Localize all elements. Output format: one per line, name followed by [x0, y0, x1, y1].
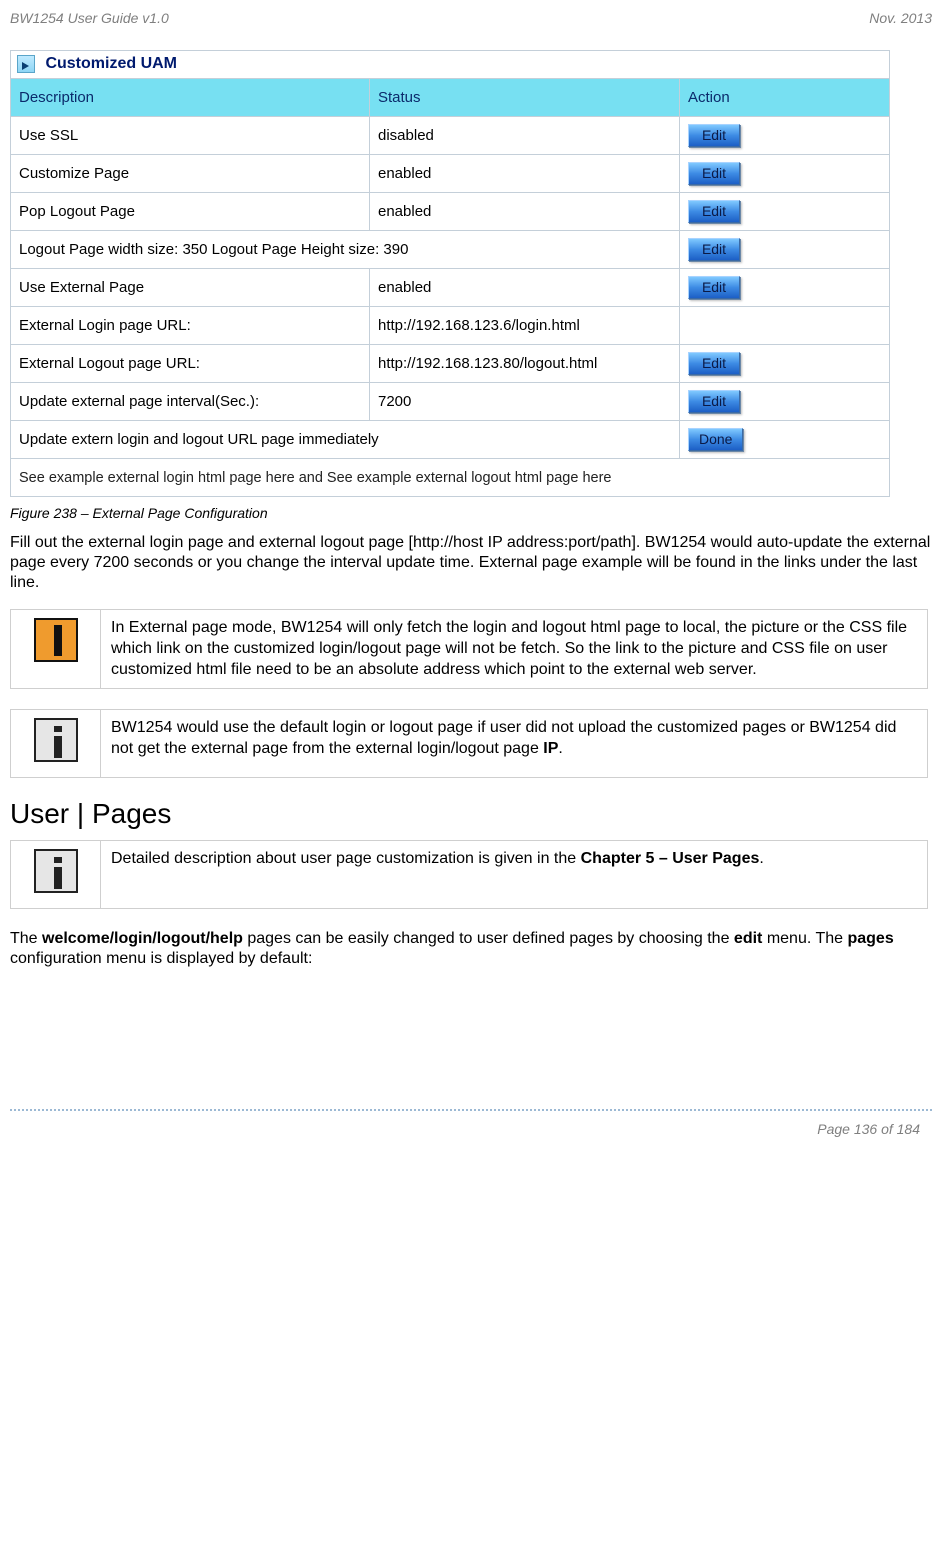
row-desc: External Logout page URL: — [11, 345, 370, 383]
text-bold: edit — [734, 930, 762, 947]
icon-cell — [11, 610, 101, 689]
table-row: Use SSL disabled Edit — [11, 117, 890, 155]
row-action — [680, 307, 890, 345]
row-desc: Logout Page width size: 350 Logout Page … — [11, 231, 680, 269]
info-text: Detailed description about user page cus… — [101, 841, 928, 909]
text-bold: Chapter 5 – User Pages — [581, 850, 760, 867]
info-note: Detailed description about user page cus… — [10, 840, 928, 909]
table-row: Pop Logout Page enabled Edit — [11, 193, 890, 231]
table-row: Use External Page enabled Edit — [11, 269, 890, 307]
row-status: enabled — [370, 193, 680, 231]
row-desc: Customize Page — [11, 155, 370, 193]
text-bold: pages — [847, 930, 893, 947]
col-description: Description — [11, 79, 370, 117]
warning-text: In External page mode, BW1254 will only … — [101, 610, 928, 689]
customized-uam-table: Customized UAM Description Status Action… — [10, 50, 890, 497]
row-status: http://192.168.123.6/login.html — [370, 307, 680, 345]
row-status: enabled — [370, 155, 680, 193]
text-span: . — [759, 850, 763, 867]
edit-button[interactable]: Edit — [688, 162, 740, 185]
done-button[interactable]: Done — [688, 428, 743, 451]
paragraph: Fill out the external login page and ext… — [10, 533, 932, 593]
text-span: . — [558, 740, 562, 757]
row-status: disabled — [370, 117, 680, 155]
warning-note: In External page mode, BW1254 will only … — [10, 609, 928, 689]
example-links-text: See example external login html page her… — [11, 459, 890, 497]
section-heading: User | Pages — [10, 798, 932, 830]
expand-arrow-icon[interactable] — [17, 55, 35, 73]
col-action: Action — [680, 79, 890, 117]
edit-button[interactable]: Edit — [688, 238, 740, 261]
table-row: Customize Page enabled Edit — [11, 155, 890, 193]
doc-title: BW1254 User Guide v1.0 — [10, 10, 169, 26]
doc-date: Nov. 2013 — [869, 10, 932, 26]
text-span: menu. The — [762, 930, 847, 947]
info-icon — [34, 849, 78, 893]
row-status: 7200 — [370, 383, 680, 421]
text-bold: welcome/login/logout/help — [42, 930, 243, 947]
text-span: configuration menu is displayed by defau… — [10, 950, 312, 967]
text-bold: IP — [543, 740, 558, 757]
table-row: External Logout page URL: http://192.168… — [11, 345, 890, 383]
edit-button[interactable]: Edit — [688, 352, 740, 375]
warning-icon — [34, 618, 78, 662]
edit-button[interactable]: Edit — [688, 390, 740, 413]
text-span: BW1254 would use the default login or lo… — [111, 719, 896, 757]
icon-cell — [11, 710, 101, 778]
page-header: BW1254 User Guide v1.0 Nov. 2013 — [10, 10, 932, 26]
text-span: Detailed description about user page cus… — [111, 850, 581, 867]
figure-caption: Figure 238 – External Page Configuration — [10, 505, 932, 521]
info-note: BW1254 would use the default login or lo… — [10, 709, 928, 778]
row-desc: Update extern login and logout URL page … — [11, 421, 680, 459]
panel-title: Customized UAM — [45, 56, 177, 73]
table-row: Update extern login and logout URL page … — [11, 421, 890, 459]
row-status: enabled — [370, 269, 680, 307]
row-status: http://192.168.123.80/logout.html — [370, 345, 680, 383]
table-row: Logout Page width size: 350 Logout Page … — [11, 231, 890, 269]
edit-button[interactable]: Edit — [688, 276, 740, 299]
text-span: pages can be easily changed to user defi… — [243, 930, 734, 947]
panel-title-cell: Customized UAM — [11, 51, 890, 79]
row-desc: Pop Logout Page — [11, 193, 370, 231]
info-icon — [34, 718, 78, 762]
row-desc: External Login page URL: — [11, 307, 370, 345]
edit-button[interactable]: Edit — [688, 124, 740, 147]
page-footer: Page 136 of 184 — [10, 1111, 932, 1153]
info-text: BW1254 would use the default login or lo… — [101, 710, 928, 778]
icon-cell — [11, 841, 101, 909]
row-desc: Use SSL — [11, 117, 370, 155]
table-footer-row: See example external login html page her… — [11, 459, 890, 497]
paragraph: The welcome/login/logout/help pages can … — [10, 929, 932, 969]
table-row: External Login page URL: http://192.168.… — [11, 307, 890, 345]
row-desc: Update external page interval(Sec.): — [11, 383, 370, 421]
col-status: Status — [370, 79, 680, 117]
table-row: Update external page interval(Sec.): 720… — [11, 383, 890, 421]
text-span: The — [10, 930, 42, 947]
edit-button[interactable]: Edit — [688, 200, 740, 223]
row-desc: Use External Page — [11, 269, 370, 307]
